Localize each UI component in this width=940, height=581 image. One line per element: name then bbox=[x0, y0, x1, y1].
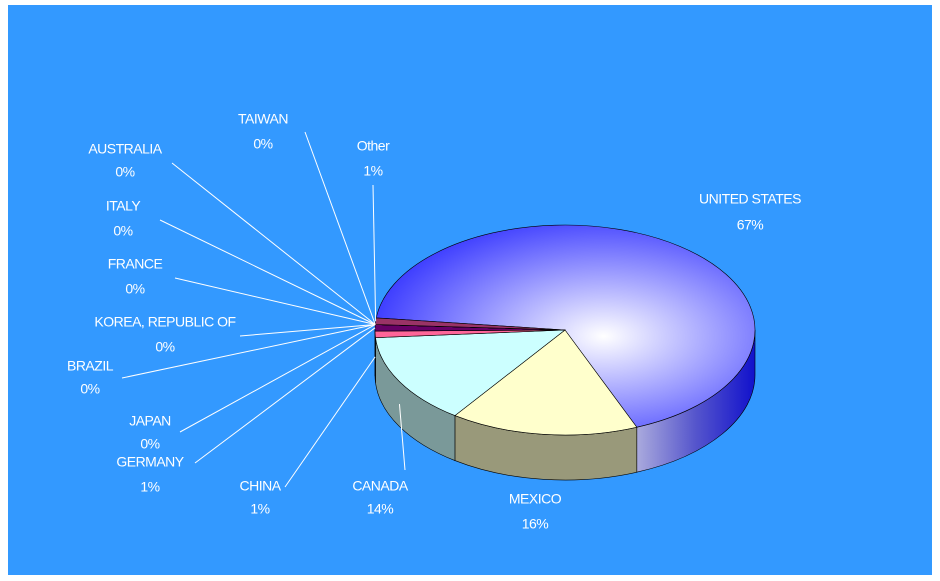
slice-value-label: 0% bbox=[80, 381, 99, 397]
leader-line bbox=[372, 184, 377, 322]
leader-line bbox=[239, 324, 376, 337]
slice-value-label: 1% bbox=[250, 501, 269, 517]
labels: UNITED STATES 67% MEXICO 16% CANADA 14% CHINA 1… bbox=[67, 111, 802, 532]
leader-line bbox=[121, 324, 376, 379]
pie-tops bbox=[374, 224, 756, 436]
slice-value-label: 0% bbox=[140, 436, 159, 452]
slice-label: Other bbox=[357, 138, 390, 154]
slice-label: MEXICO bbox=[509, 491, 562, 507]
slice-label: UNITED STATES bbox=[699, 191, 801, 207]
slice bbox=[375, 329, 566, 416]
slice-value-label: 0% bbox=[115, 164, 134, 180]
slice-value-label: 14% bbox=[367, 501, 394, 517]
slice-label: ITALY bbox=[106, 198, 141, 214]
slice bbox=[454, 329, 638, 436]
leader-line bbox=[159, 219, 376, 325]
leader-line bbox=[171, 162, 376, 325]
slice-label: KOREA, REPUBLIC OF bbox=[94, 314, 235, 330]
slice-value-label: 16% bbox=[522, 516, 549, 532]
leader-line bbox=[179, 324, 376, 433]
slice-label: BRAZIL bbox=[67, 358, 114, 374]
slice-label: TAIWAN bbox=[238, 111, 288, 127]
leader-line bbox=[304, 131, 376, 325]
slice-label: CHINA bbox=[239, 478, 281, 494]
leader-line bbox=[194, 327, 376, 464]
slice-label: CANADA bbox=[352, 478, 409, 494]
slice-value-label: 0% bbox=[125, 281, 144, 297]
leader-line bbox=[284, 356, 376, 488]
slice-value-label: 1% bbox=[363, 163, 382, 179]
slice-label: AUSTRALIA bbox=[88, 141, 162, 157]
slice-value-label: 0% bbox=[113, 223, 132, 239]
slice-label: GERMANY bbox=[116, 454, 184, 470]
slice bbox=[375, 224, 756, 428]
slice-value-label: 0% bbox=[253, 136, 272, 152]
slice-value-label: 67% bbox=[737, 217, 764, 233]
slice-label: FRANCE bbox=[108, 256, 163, 272]
slice-value-label: 1% bbox=[140, 479, 159, 495]
leader-line bbox=[174, 277, 376, 325]
slice-label: JAPAN bbox=[129, 413, 171, 429]
leader-line bbox=[398, 404, 406, 471]
slice-value-label: 0% bbox=[155, 339, 174, 355]
